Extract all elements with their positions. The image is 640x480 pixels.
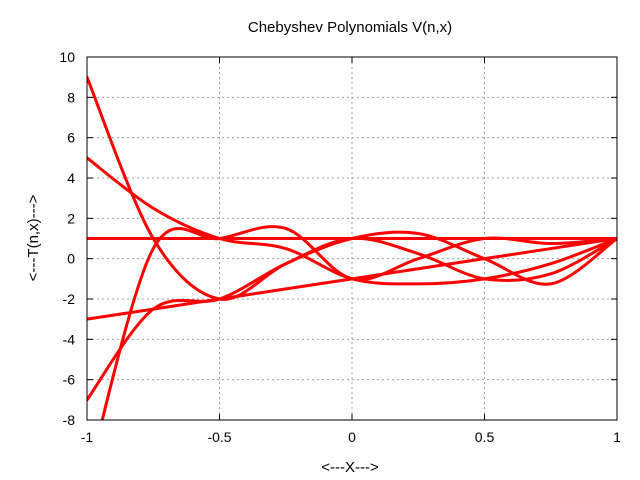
- chart-title: Chebyshev Polynomials V(n,x): [248, 19, 452, 36]
- y-tick-label: 2: [67, 210, 75, 226]
- y-tick-label: 8: [67, 89, 75, 105]
- x-tick-label: 0: [348, 429, 356, 445]
- x-tick-label: -0.5: [207, 429, 231, 445]
- y-axis-label: <---T(n,x)--->: [25, 194, 42, 281]
- y-tick-label: -4: [63, 331, 76, 347]
- series-line-n5: [100, 225, 617, 420]
- ticks: -1 -0.5 0 0.5 1 -8 -6 -4 -2 0 2 4 6 8 10: [59, 49, 621, 445]
- y-tick-label: 6: [67, 130, 75, 146]
- x-tick-label: -1: [81, 429, 94, 445]
- y-tick-label: -8: [63, 412, 76, 428]
- y-tick-label: 10: [59, 49, 75, 65]
- x-tick-label: 1: [613, 429, 621, 445]
- series-line-n2: [87, 156, 617, 286]
- x-axis-label: <---X--->: [321, 459, 379, 476]
- y-tick-label: -2: [63, 291, 76, 307]
- y-tick-label: -6: [63, 372, 76, 388]
- series-group: [87, 75, 617, 420]
- x-tick-label: 0.5: [475, 429, 495, 445]
- y-tick-label: 4: [67, 170, 75, 186]
- series-line-n4: [87, 75, 617, 301]
- y-tick-label: 0: [67, 251, 75, 267]
